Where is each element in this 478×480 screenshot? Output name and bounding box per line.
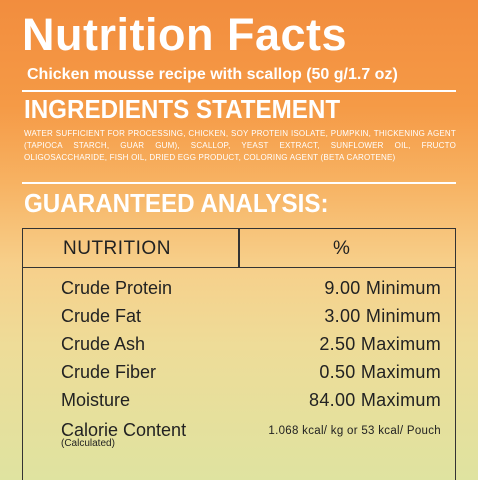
row-sublabel: (Calculated) <box>61 438 115 449</box>
table-row: Crude Fat 3.00 Minimum <box>23 306 455 334</box>
table-row: Crude Fiber 0.50 Maximum <box>23 362 455 390</box>
table-row: Crude Ash 2.50 Maximum <box>23 334 455 362</box>
row-value: 1.068 kcal/ kg or 53 kcal/ Pouch <box>268 425 441 437</box>
row-label: Crude Fiber <box>61 362 157 382</box>
row-value: 9.00 Minimum <box>324 278 441 298</box>
analysis-heading: GUARANTEED ANALYSIS: <box>24 188 329 218</box>
table-row: Moisture 84.00 Maximum <box>23 390 455 418</box>
column-header-nutrition: NUTRITION <box>63 238 171 259</box>
product-subtitle: Chicken mousse recipe with scallop (50 g… <box>27 66 398 83</box>
analysis-table: NUTRITION % Crude Protein 9.00 Minimum C… <box>22 228 456 480</box>
row-label: Crude Ash <box>61 334 146 354</box>
column-divider <box>238 229 240 267</box>
table-header: NUTRITION % <box>23 229 455 268</box>
ingredients-text: WATER SUFFICIENT FOR PROCESSING, CHICKEN… <box>24 129 456 162</box>
row-label: Moisture <box>61 390 131 410</box>
row-value: 84.00 Maximum <box>309 390 441 410</box>
row-label: Crude Protein <box>61 278 173 298</box>
row-label: Calorie Content <box>61 420 187 440</box>
table-row: Calorie Content (Calculated) 1.068 kcal/… <box>23 420 455 456</box>
row-value: 2.50 Maximum <box>319 334 441 354</box>
table-row: Crude Protein 9.00 Minimum <box>23 278 455 306</box>
column-header-percent: % <box>333 238 350 259</box>
page-title: Nutrition Facts <box>22 9 348 60</box>
divider <box>22 90 456 92</box>
divider <box>22 182 456 184</box>
row-label: Crude Fat <box>61 306 142 326</box>
row-value: 3.00 Minimum <box>324 306 441 326</box>
row-value: 0.50 Maximum <box>319 362 441 382</box>
ingredients-heading: INGREDIENTS STATEMENT <box>24 94 341 124</box>
